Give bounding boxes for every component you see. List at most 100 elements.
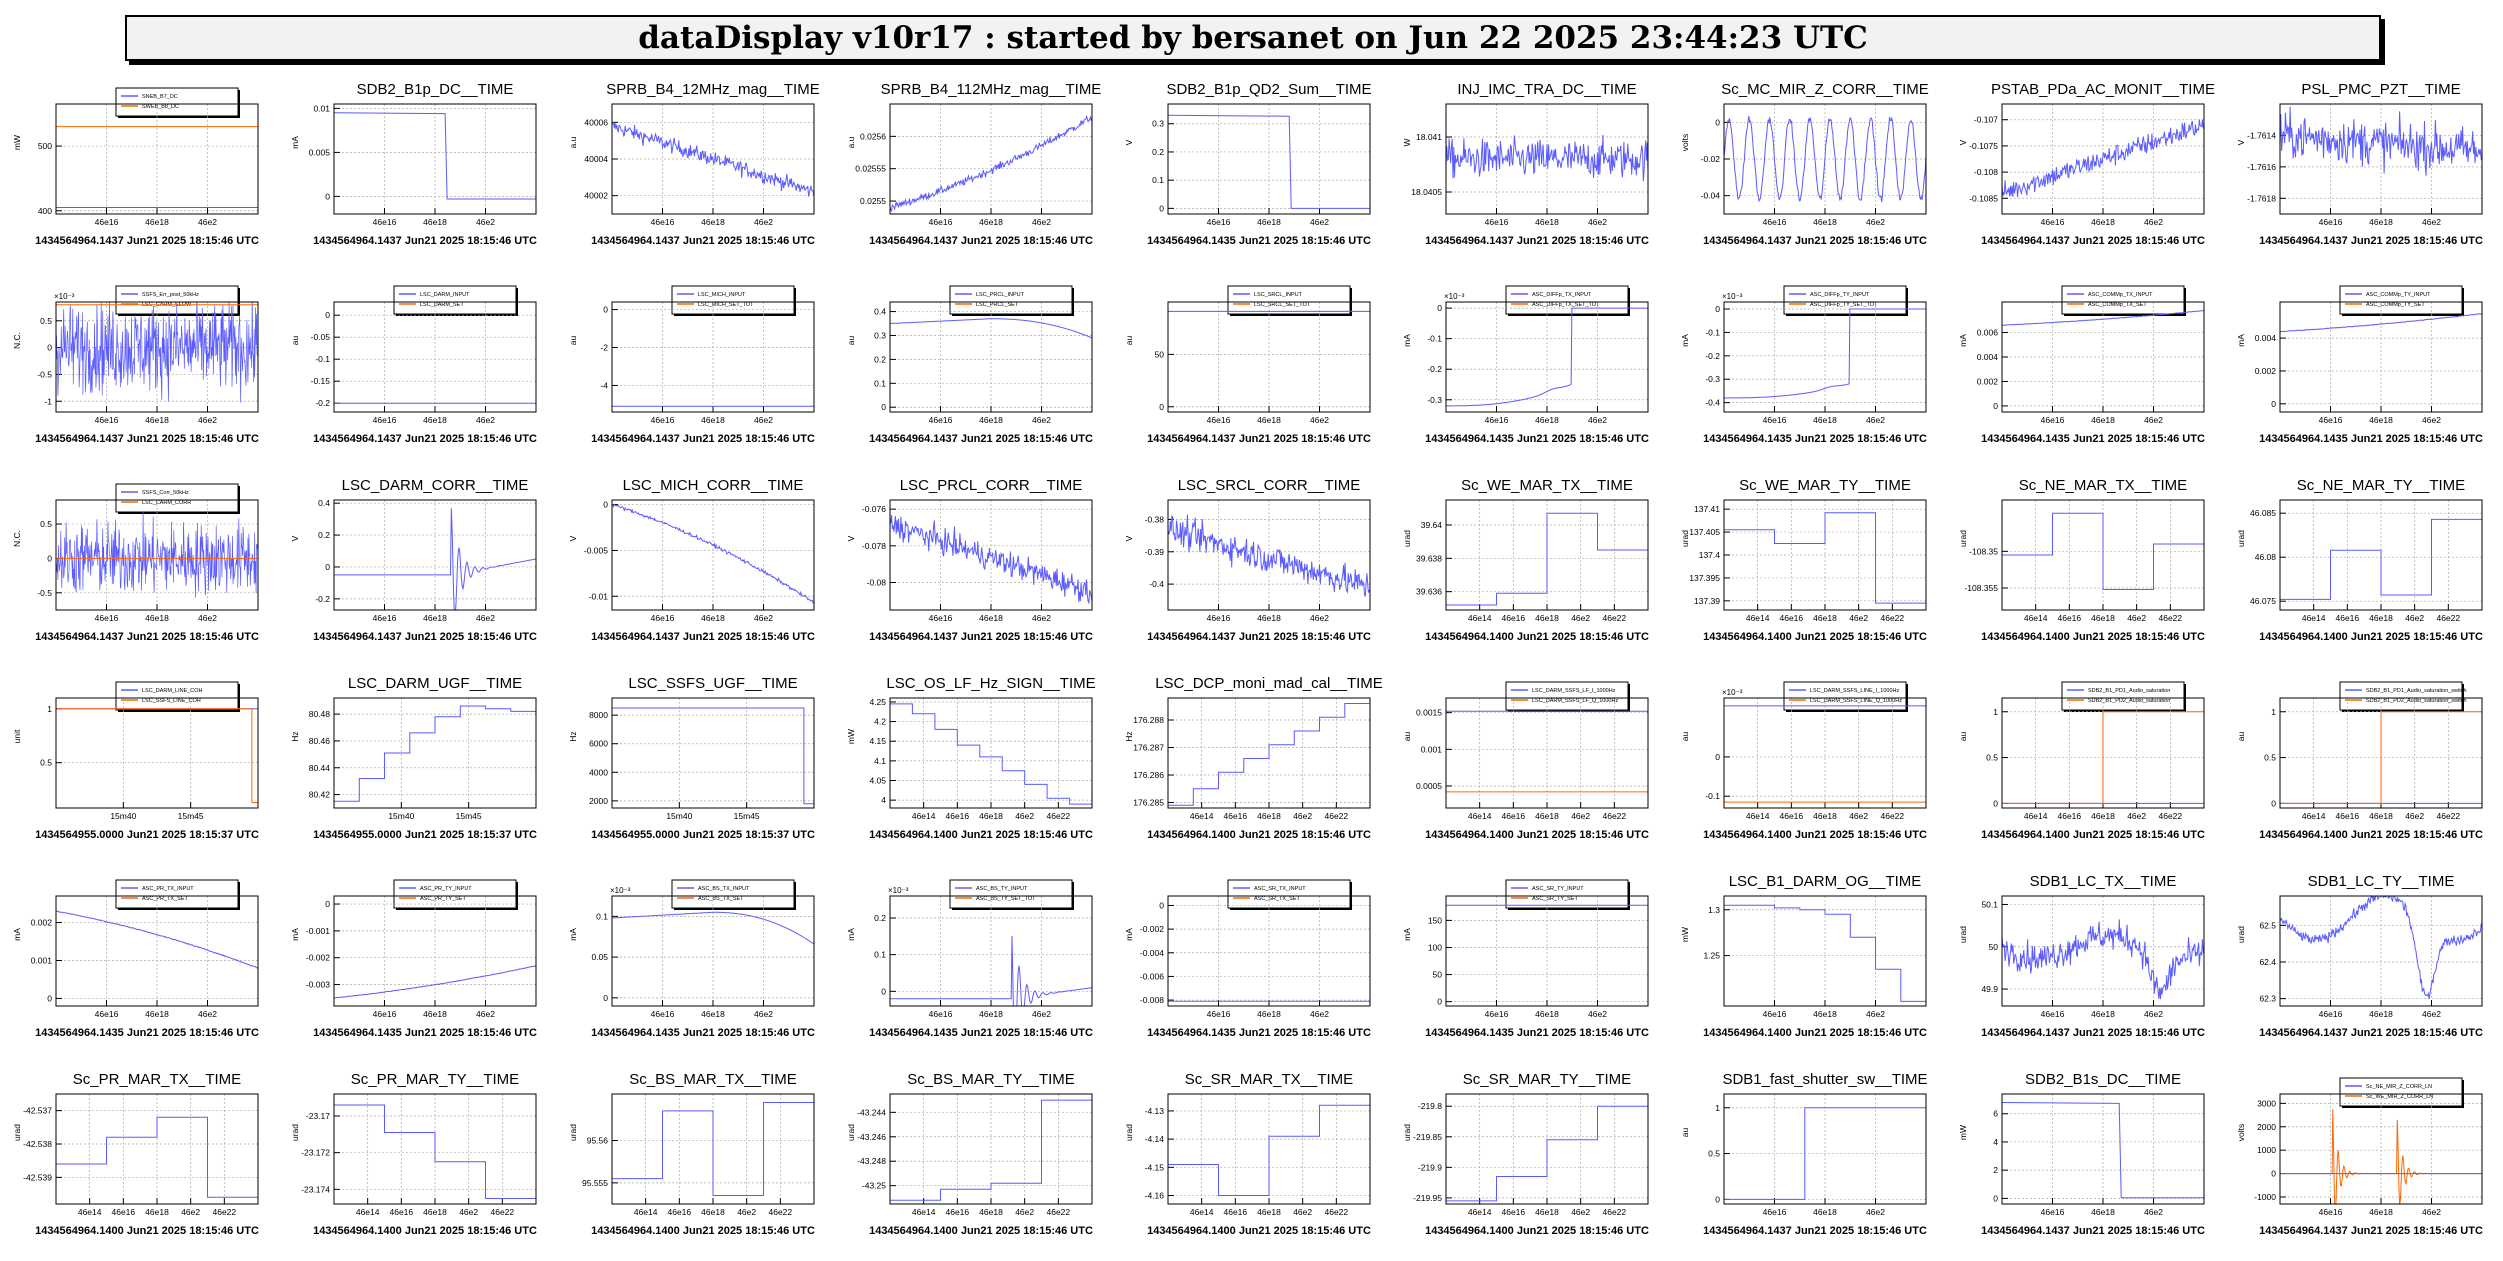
legend-entry: LSC_DARM_INPUT <box>420 292 470 298</box>
y-axis-unit: W <box>1402 138 1412 146</box>
chart-timestamp: 1434564955.0000 Jun21 2025 18:15:37 UTC <box>313 829 537 841</box>
x-tick-label: 46e14 <box>78 1207 102 1217</box>
chart-timestamp: 1434564964.1400 Jun21 2025 18:15:46 UTC <box>1703 631 1927 643</box>
x-tick-label: 46e2 <box>754 613 773 623</box>
legend-entry: ASC_SR_TX_SET <box>1254 896 1300 902</box>
x-tick-label: 46e2 <box>198 415 217 425</box>
plot-frame <box>2001 697 2205 809</box>
y-axis-unit: urad <box>1402 1124 1412 1141</box>
x-tick-label: 46e18 <box>701 415 725 425</box>
plot-frame <box>333 301 537 413</box>
legend-box <box>115 879 239 909</box>
legend-box <box>115 87 239 117</box>
y-tick-label: 0.002 <box>1977 376 1999 386</box>
y-axis-unit: au <box>1402 732 1412 742</box>
y-tick-label: 150 <box>1428 915 1442 925</box>
y-tick-label: 40002 <box>584 191 608 201</box>
y-tick-label: -1.7618 <box>2247 193 2276 203</box>
x-tick-label: 46e16 <box>373 217 397 227</box>
x-tick-label: 46e22 <box>1325 1207 1349 1217</box>
plot-frame <box>1167 697 1371 809</box>
plot-frame <box>2279 301 2483 413</box>
x-tick-label: 46e2 <box>198 613 217 623</box>
chart-title: SDB1_LC_TX__TIME <box>2030 873 2177 890</box>
y-tick-label: -0.5 <box>37 588 52 598</box>
chart-title: LSC_PRCL_CORR__TIME <box>900 477 1083 494</box>
x-tick-label: 15m45 <box>456 811 482 821</box>
y-tick-label: 49.9 <box>1981 984 1998 994</box>
chart-timestamp: 1434564964.1437 Jun21 2025 18:15:46 UTC <box>1703 235 1927 247</box>
x-tick-label: 46e2 <box>1310 415 1329 425</box>
y-tick-label: 0.1 <box>596 911 608 921</box>
legend-box <box>2061 681 2185 711</box>
legend-entry: LSC_DARM_LINE_COH <box>142 688 203 694</box>
chart-timestamp: 1434564964.1437 Jun21 2025 18:15:46 UTC <box>869 433 1093 445</box>
x-tick-label: 46e22 <box>2159 613 2183 623</box>
y-axis-unit: mA <box>290 928 300 941</box>
legend-box <box>2061 285 2185 315</box>
y-tick-label: 62.5 <box>2259 920 2276 930</box>
y-axis-unit: mA <box>846 928 856 941</box>
x-tick-label: 46e2 <box>476 613 495 623</box>
chart-panel: INJ_IMC_TRA_DC__TIME 18.0405 18.041 46e16 46… <box>1402 81 1649 247</box>
y-tick-label: 39.636 <box>1416 587 1442 597</box>
chart-timestamp: 1434564964.1437 Jun21 2025 18:15:46 UTC <box>591 631 815 643</box>
chart-timestamp: 1434564964.1437 Jun21 2025 18:15:46 UTC <box>1147 433 1371 445</box>
series-line <box>2280 711 2482 804</box>
y-tick-label: 62.4 <box>2259 957 2276 967</box>
y-tick-label: 0.0256 <box>860 131 886 141</box>
chart-panel: Sc_SR_MAR_TX__TIME -4.16 -4.15 -4.14 -4.13 46… <box>1124 1071 1371 1237</box>
series-line <box>1168 703 1370 806</box>
x-tick-label: 46e14 <box>1468 811 1492 821</box>
chart-title: LSC_OS_LF_Hz_SIGN__TIME <box>886 675 1095 692</box>
y-tick-label: 0 <box>1715 117 1720 127</box>
legend-entry: LSC_DARM_SET <box>420 302 464 308</box>
chart-panel: Sc_NE_MAR_TY__TIME 46.075 46.08 46.085 46e14… <box>2236 477 2483 643</box>
x-tick-label: 46e14 <box>2302 613 2326 623</box>
y-tick-label: 0.006 <box>1977 328 1999 338</box>
x-tick-label: 46e18 <box>979 1009 1003 1019</box>
legend-box <box>2339 1077 2463 1107</box>
x-tick-label: 46e2 <box>2144 1009 2163 1019</box>
legend-entry: LSC_SSFS_LINE_COH <box>142 698 201 704</box>
y-axis-unit: au <box>1124 336 1134 346</box>
y-tick-label: 0.02555 <box>855 164 886 174</box>
plot-frame <box>55 895 259 1007</box>
y-tick-label: -0.01 <box>589 591 609 601</box>
chart-timestamp: 1434564964.1435 Jun21 2025 18:15:46 UTC <box>1147 235 1371 247</box>
x-tick-label: 46e18 <box>1535 217 1559 227</box>
legend-entry: LSC_DARM_SSFS_LINE_I_1000Hz <box>1810 688 1900 694</box>
legend-entry: SNEB_B7_DC <box>142 94 178 100</box>
plot-frame <box>2001 1093 2205 1205</box>
chart-panel: Sc_BS_MAR_TX__TIME 95.555 95.56 46e14 46e16 4… <box>568 1071 815 1237</box>
y-tick-label: 46.075 <box>2250 596 2276 606</box>
y-tick-label: -108.355 <box>1964 583 1998 593</box>
chart-panel: LSC_DARM_UGF__TIME 80.42 80.44 80.46 80.48 15… <box>290 675 537 841</box>
y-axis-unit: urad <box>12 1124 22 1141</box>
y-tick-label: 0 <box>325 310 330 320</box>
x-tick-label: 46e2 <box>737 1207 756 1217</box>
x-tick-label: 46e2 <box>2422 1207 2441 1217</box>
y-tick-label: 95.555 <box>582 1178 608 1188</box>
chart-panel: LSC_SRCL_CORR__TIME -0.4 -0.39 -0.38 46e16 46… <box>1124 477 1371 643</box>
y-tick-label: 2000 <box>2257 1122 2276 1132</box>
chart-panel: ASC_DIFFp_TX_INPUT ASC_DIFFp_TX_SET_TOT -0… <box>1402 285 1649 445</box>
y-axis-unit: mA <box>290 136 300 149</box>
y-tick-label: 0.004 <box>1977 352 1999 362</box>
chart-timestamp: 1434564964.1437 Jun21 2025 18:15:46 UTC <box>591 235 815 247</box>
y-tick-label: 18.041 <box>1416 132 1442 142</box>
chart-title: SDB2_B1p_DC__TIME <box>357 81 514 98</box>
chart-timestamp: 1434564964.1400 Jun21 2025 18:15:46 UTC <box>869 1225 1093 1237</box>
x-tick-label: 46e2 <box>476 1009 495 1019</box>
x-tick-label: 46e16 <box>95 1009 119 1019</box>
y-tick-label: -219.9 <box>1418 1162 1442 1172</box>
chart-title: SDB1_fast_shutter_sw__TIME <box>1722 1071 1927 1088</box>
plot-frame <box>1723 103 1927 215</box>
y-tick-label: 3000 <box>2257 1098 2276 1108</box>
plot-frame <box>333 499 537 611</box>
plot-frame <box>1445 103 1649 215</box>
chart-timestamp: 1434564964.1400 Jun21 2025 18:15:46 UTC <box>1425 829 1649 841</box>
y-tick-label: -43.248 <box>857 1156 886 1166</box>
plot-frame <box>55 499 259 611</box>
legend-box <box>393 285 517 315</box>
